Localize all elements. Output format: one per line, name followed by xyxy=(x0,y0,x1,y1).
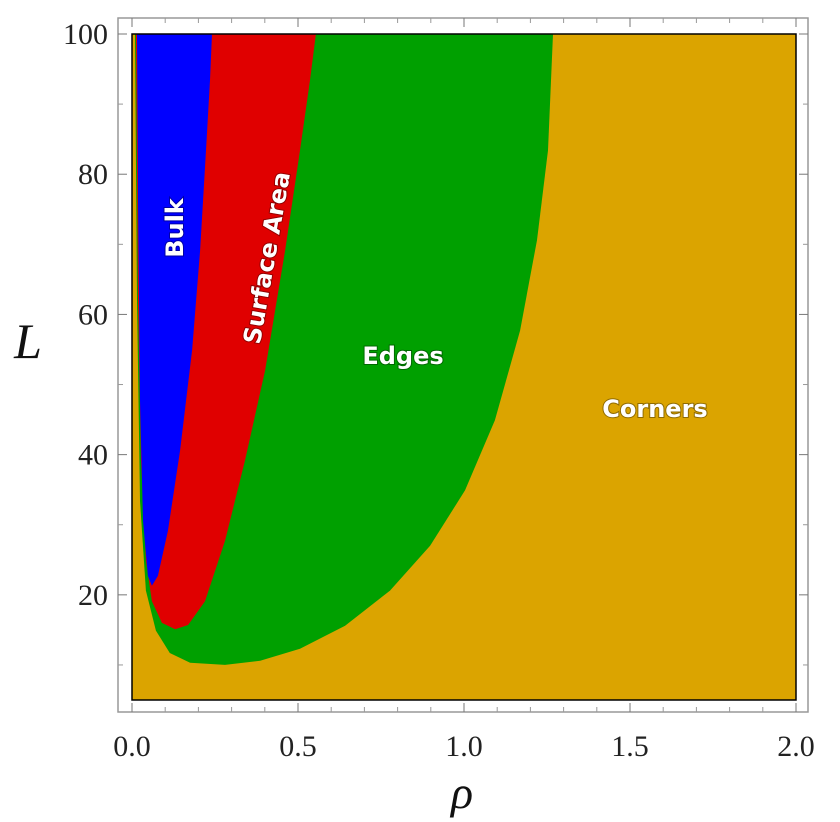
x-axis-label: ρ xyxy=(449,767,473,818)
x-tick-label: 1.5 xyxy=(611,730,649,763)
y-tick-label: 100 xyxy=(63,18,108,51)
y-tick-label: 40 xyxy=(78,439,108,472)
region-fill xyxy=(137,34,212,586)
region-label: Edges xyxy=(362,342,443,370)
y-tick-label: 80 xyxy=(78,158,108,191)
region-label: Bulk xyxy=(161,197,189,258)
y-axis-label: L xyxy=(13,313,42,369)
x-tick-label: 0.0 xyxy=(113,730,151,763)
y-tick-label: 20 xyxy=(78,579,108,612)
x-tick-label: 1.0 xyxy=(445,730,483,763)
plot-border xyxy=(131,33,797,701)
y-tick-label: 60 xyxy=(78,298,108,331)
region-label: Corners xyxy=(602,395,707,423)
x-tick-label: 2.0 xyxy=(777,730,815,763)
plot-area xyxy=(131,33,797,701)
x-tick-label: 0.5 xyxy=(279,730,317,763)
frame xyxy=(117,17,809,713)
